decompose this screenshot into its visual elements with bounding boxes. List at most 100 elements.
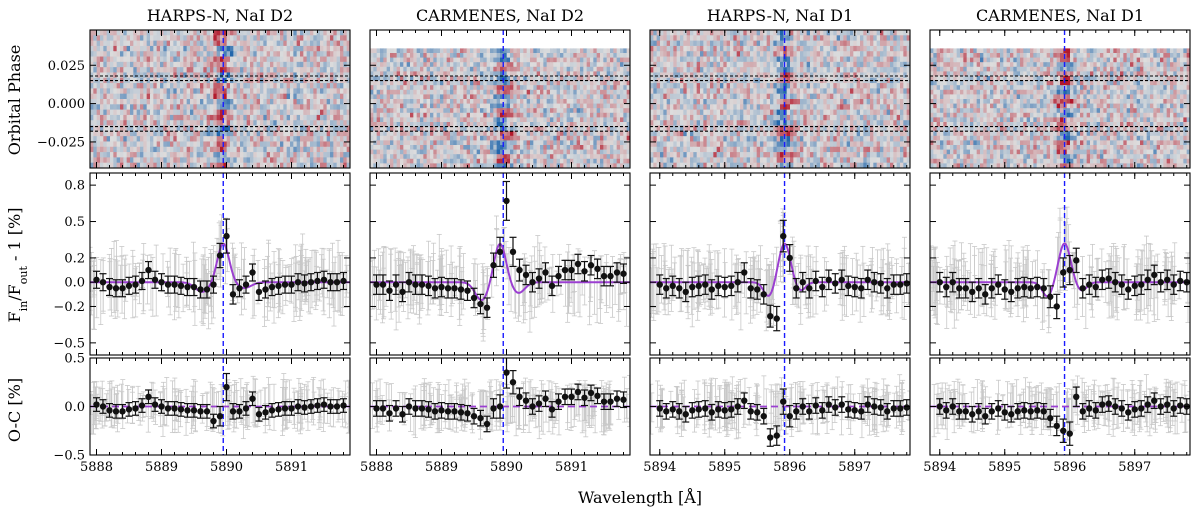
map-cell (486, 122, 491, 128)
map-cell (326, 83, 331, 89)
map-cell (373, 131, 378, 137)
map-cell (560, 57, 564, 63)
map-cell (620, 108, 624, 114)
map-cell (266, 109, 271, 116)
map-cell (256, 35, 261, 42)
map-cell (146, 146, 151, 153)
map-cell (313, 51, 318, 58)
map-cell (196, 56, 201, 63)
map-cell (250, 146, 254, 153)
map-cell (170, 40, 174, 47)
map-cell (90, 114, 94, 121)
map-cell (573, 48, 578, 54)
map-cell (246, 125, 251, 132)
map-cell (490, 108, 494, 114)
map-cell (126, 83, 131, 89)
map-cell (223, 99, 228, 105)
map-cell (583, 117, 588, 123)
map-cell (493, 85, 498, 91)
map-cell (606, 89, 611, 95)
map-cell (483, 53, 488, 59)
map-cell (306, 141, 311, 148)
map-cell (510, 71, 514, 77)
map-cell (263, 125, 268, 132)
map-cell (390, 53, 394, 59)
map-cell (133, 104, 138, 111)
map-cell (163, 152, 168, 158)
map-cell (323, 130, 328, 137)
map-cell (493, 89, 498, 95)
map-cell (223, 67, 228, 74)
binned-point (190, 283, 198, 291)
map-cell (156, 120, 161, 127)
map-cell (273, 99, 278, 105)
map-cell (170, 83, 174, 89)
map-cell (93, 99, 98, 105)
map-cell (330, 152, 334, 158)
map-cell (153, 45, 158, 52)
map-cell (133, 136, 138, 143)
map-cell (326, 120, 331, 127)
map-cell (136, 141, 141, 148)
map-cell (300, 130, 304, 137)
map-cell (320, 35, 324, 42)
map-cell (433, 48, 438, 54)
map-cell (276, 35, 281, 42)
map-cell (106, 93, 111, 100)
map-cell (163, 72, 168, 79)
map-cell (393, 126, 398, 132)
map-cell (330, 83, 334, 89)
map-cell (443, 103, 448, 109)
map-cell (153, 109, 158, 116)
map-cell (223, 35, 228, 42)
map-cell (283, 88, 288, 95)
map-cell (553, 117, 558, 123)
map-cell (203, 141, 208, 148)
map-cell (176, 152, 181, 158)
map-cell (213, 109, 218, 116)
map-cell (336, 35, 341, 42)
map-cell (546, 103, 551, 109)
map-cell (413, 89, 418, 95)
map-cell (260, 67, 264, 74)
map-cell (200, 152, 204, 158)
map-cell (136, 130, 141, 137)
map-cell (283, 35, 288, 42)
map-cell (206, 104, 211, 111)
map-cell (460, 57, 464, 63)
map-cell (406, 53, 411, 59)
map-cell (496, 99, 501, 105)
map-cell (446, 48, 451, 54)
map-cell (126, 114, 131, 121)
map-cell (240, 30, 244, 36)
map-cell (426, 117, 431, 123)
map-cell (580, 89, 584, 95)
map-cell (563, 71, 568, 77)
map-cell (456, 99, 461, 105)
map-cell (400, 112, 404, 118)
map-cell (253, 45, 258, 52)
map-cell (386, 85, 391, 91)
map-cell (393, 112, 398, 118)
map-cell (436, 53, 441, 59)
map-cell (393, 76, 398, 82)
map-cell (160, 51, 164, 58)
map-cell (403, 80, 408, 86)
map-cell (303, 146, 308, 153)
map-cell (390, 89, 394, 95)
map-cell (446, 89, 451, 95)
map-cell (556, 71, 561, 77)
map-cell (626, 76, 630, 82)
map-cell (323, 51, 328, 58)
map-cell (113, 136, 118, 143)
map-cell (326, 162, 331, 168)
map-cell (296, 162, 301, 168)
map-cell (136, 67, 141, 74)
map-cell (126, 67, 131, 74)
map-cell (416, 66, 421, 72)
map-cell (153, 114, 158, 121)
map-cell (586, 94, 591, 100)
residual-point (242, 405, 250, 412)
map-cell (556, 66, 561, 72)
map-cell (146, 61, 151, 68)
